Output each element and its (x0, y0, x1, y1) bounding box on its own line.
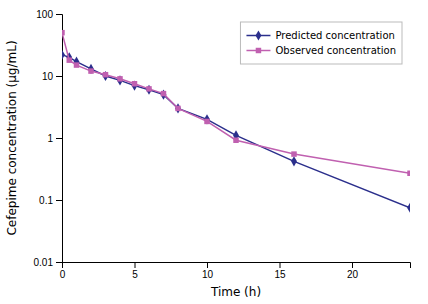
y-axis-tick-label: 0.1 (39, 195, 53, 206)
series-marker (204, 119, 209, 124)
x-axis-tick-label: 10 (202, 269, 214, 280)
x-axis-tick-label: 5 (132, 269, 138, 280)
legend-marker (256, 30, 262, 40)
y-axis: 0.01 0.1 1 10 100 (34, 9, 63, 268)
x-axis-tick-label: 20 (347, 269, 359, 280)
series-marker (146, 85, 152, 95)
x-axis-tick-mark (207, 262, 208, 268)
series-marker (175, 103, 181, 113)
plot: 0 5 10 15 20 0.01 0.1 1 10 100 Predicted concentra… (34, 9, 413, 280)
series-marker (146, 86, 151, 91)
series-marker (407, 171, 410, 176)
y-axis-tick-label: 100 (36, 9, 53, 20)
series (62, 50, 410, 213)
y-axis-tick: 1 (47, 133, 62, 144)
y-axis-tick-mark (56, 200, 62, 201)
x-axis-tick: 0 (60, 262, 66, 280)
series-marker (62, 30, 65, 35)
x-axis-tick: 5 (132, 262, 138, 280)
legend-frame (240, 22, 402, 64)
series-marker (175, 106, 180, 111)
y-axis-tick: 0.1 (39, 195, 62, 206)
series-marker (103, 72, 108, 77)
series-marker (88, 68, 93, 73)
x-axis-tick: 15 (274, 262, 286, 280)
series-marker (161, 90, 167, 100)
series (62, 30, 410, 176)
series-marker (291, 156, 297, 166)
x-axis-tick-mark (352, 262, 353, 268)
x-axis-tick-label: 0 (60, 269, 66, 280)
series-marker (62, 50, 65, 60)
legend: Predicted concentration Observed concentr… (240, 22, 402, 64)
y-axis-tick-label: 0.01 (34, 257, 54, 268)
series-line (62, 33, 410, 174)
y-axis-tick: 10 (42, 71, 62, 82)
y-axis-tick-mark (56, 138, 62, 139)
x-axis-tick: 20 (347, 262, 359, 280)
legend-entry: Predicted concentration (246, 30, 394, 41)
legend-label: Predicted concentration (275, 30, 394, 41)
legend-entry: Observed concentration (246, 45, 396, 56)
y-axis-tick-mark (56, 262, 62, 263)
x-axis: 0 5 10 15 20 (60, 262, 411, 280)
series-marker (103, 71, 109, 81)
series-marker (161, 91, 166, 96)
legend-marker (256, 48, 261, 53)
series-marker (291, 151, 296, 156)
series-marker (132, 81, 137, 86)
series-marker (204, 114, 210, 124)
x-axis-tick-mark (135, 262, 136, 268)
chart: 0 5 10 15 20 0.01 0.1 1 10 100 Predicted concentra… (0, 0, 428, 304)
series-marker (233, 138, 238, 143)
y-axis-title: Cefepime concentration (μg/mL) (5, 40, 19, 235)
x-axis-tick-label: 15 (274, 269, 286, 280)
y-axis-tick-label: 1 (47, 133, 53, 144)
x-axis-tick-mark (280, 262, 281, 268)
y-axis-tick-mark (56, 14, 62, 15)
x-axis-title: Time (h) (210, 285, 261, 299)
y-axis-tick-mark (56, 76, 62, 77)
y-axis-tick: 100 (36, 9, 62, 20)
series-marker (117, 75, 123, 85)
legend-label: Observed concentration (275, 45, 396, 56)
y-axis-tick-label: 10 (42, 71, 54, 82)
series-marker (117, 76, 122, 81)
series-marker (88, 64, 94, 74)
series-marker (74, 62, 79, 67)
y-axis-line (56, 15, 63, 263)
y-axis-tick: 0.01 (34, 257, 62, 268)
series-marker (132, 81, 138, 91)
x-axis-line (63, 263, 411, 269)
x-axis-tick: 10 (202, 262, 214, 280)
series-marker (407, 203, 410, 213)
series-marker (67, 57, 72, 62)
